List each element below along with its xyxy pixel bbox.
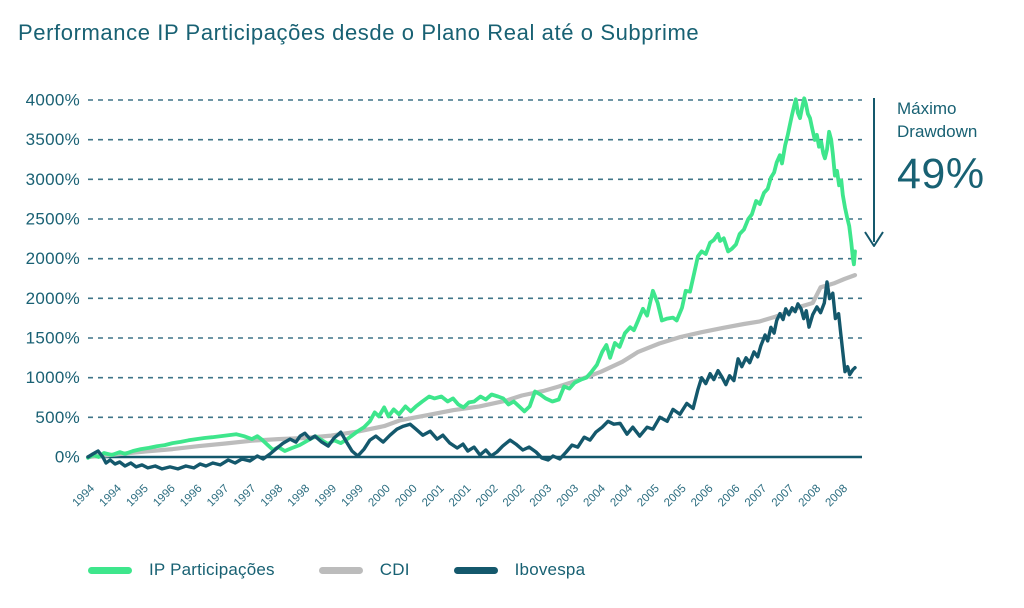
x-axis-label: 2006 (689, 483, 716, 510)
x-axis-label: 2007 (770, 483, 797, 510)
chart-title: Performance IP Participações desde o Pla… (18, 20, 700, 45)
x-axis-label: 2001 (447, 483, 474, 510)
x-axis-label: 1997 (232, 483, 259, 510)
drawdown-arrowhead-icon (864, 231, 884, 247)
x-axis-label: 1994 (71, 482, 98, 509)
x-axis-label: 1996 (178, 483, 205, 510)
annotation-value: 49% (897, 150, 985, 198)
legend-swatch-cdi (318, 566, 363, 574)
y-axis-label: 3000% (26, 170, 80, 189)
x-axis-label: 1997 (205, 483, 232, 510)
legend: IP Participações CDI Ibovespa (88, 560, 629, 580)
legend-swatch-ibovespa (453, 566, 498, 574)
x-axis-label: 1996 (151, 483, 178, 510)
x-axis-label: 2003 (528, 483, 555, 510)
y-axis-label: 0% (55, 448, 80, 467)
x-axis-label: 2006 (716, 483, 743, 510)
y-axis-label: 4000% (26, 91, 80, 110)
y-axis-label: 2500% (26, 210, 80, 229)
y-axis-label: 1000% (26, 368, 80, 387)
x-axis-label: 2003 (555, 483, 582, 510)
legend-swatch-ip-participacoes (88, 566, 132, 574)
max-drawdown-annotation: Máximo Drawdown 49% (897, 97, 985, 199)
annotation-line1: Máximo (897, 99, 957, 118)
y-axis-label: 1500% (26, 329, 80, 348)
legend-item-cdi: CDI (318, 560, 410, 580)
x-axis-label: 2005 (635, 483, 662, 510)
x-axis-label: 2004 (608, 482, 635, 509)
y-axis-label: 2000% (26, 289, 80, 308)
legend-label-cdi: CDI (379, 560, 410, 579)
annotation-line2: Drawdown (897, 122, 978, 141)
y-axis-label: 500% (35, 408, 80, 427)
x-axis-label: 1998 (286, 483, 313, 510)
y-axis-label: 3500% (26, 130, 80, 149)
x-axis-label: 2007 (743, 483, 770, 510)
x-axis-label: 2002 (501, 483, 528, 510)
x-axis-label: 2000 (366, 483, 393, 510)
x-axis-label: 2004 (582, 482, 609, 509)
x-axis-label: 2005 (662, 483, 689, 510)
x-axis-label: 2008 (797, 483, 824, 510)
x-axis-label: 1999 (339, 483, 366, 510)
x-axis-label: 2008 (824, 483, 851, 510)
x-axis-label: 2001 (420, 483, 447, 510)
legend-item-ibovespa: Ibovespa (453, 560, 586, 580)
x-axis-label: 1999 (313, 483, 340, 510)
x-axis-label: 2000 (393, 483, 420, 510)
y-axis-label: 2000% (26, 249, 80, 268)
legend-item-ip-participacoes: IP Participações (88, 560, 275, 580)
legend-label-ip-participacoes: IP Participações (149, 560, 275, 579)
x-axis-label: 2002 (474, 483, 501, 510)
series-line-ibovespa (86, 280, 857, 471)
x-axis-label: 1995 (124, 483, 151, 510)
legend-label-ibovespa: Ibovespa (514, 560, 586, 579)
series-line-ip-participações (86, 96, 857, 460)
x-axis-label: 1994 (97, 482, 124, 509)
x-axis-label: 1998 (259, 483, 286, 510)
